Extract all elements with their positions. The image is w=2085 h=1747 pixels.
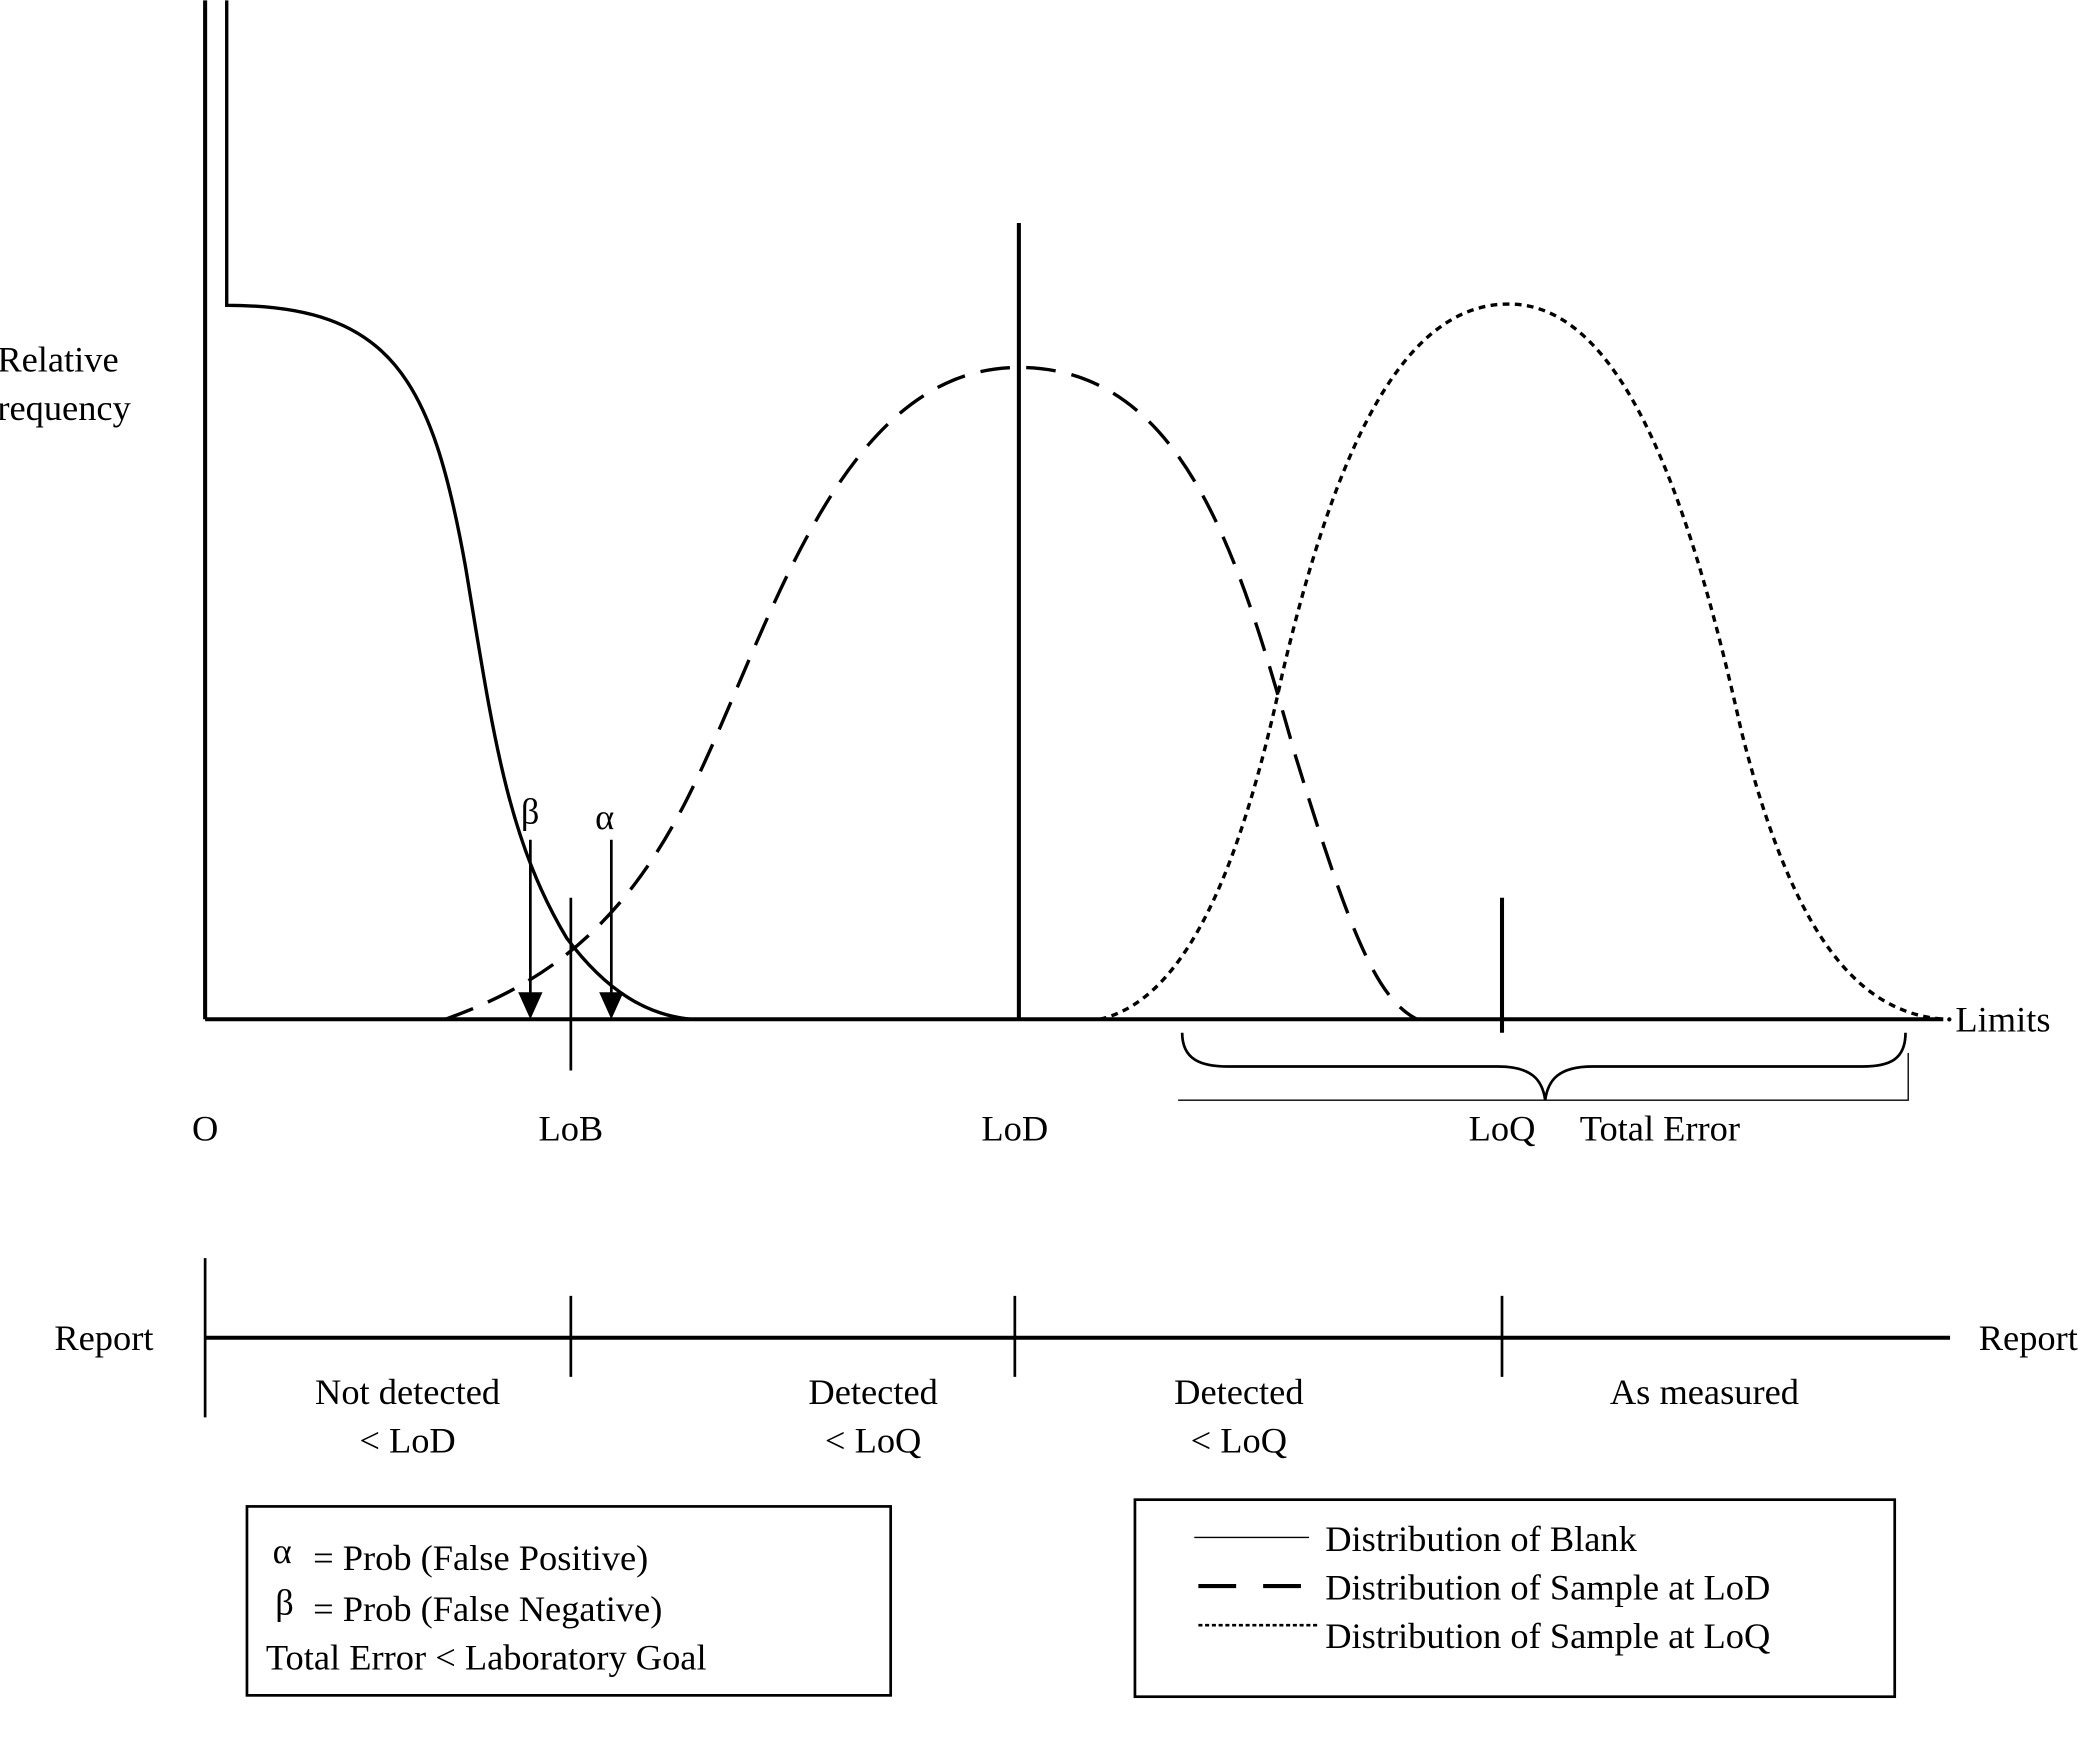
region-3-line1: Detected (1174, 1372, 1303, 1412)
lod-sample-distribution-curve (444, 365, 1418, 1021)
alpha-symbol: α (273, 1531, 292, 1571)
region-4-line1: As measured (1610, 1372, 1799, 1412)
lob-label: LoB (538, 1109, 603, 1149)
total-error-brace (1180, 1032, 1907, 1101)
beta-definition: = Prob (False Negative) (313, 1589, 662, 1629)
legend-label-loq: Distribution of Sample at LoQ (1325, 1616, 1770, 1656)
alpha-label: α (595, 797, 614, 837)
loq-sample-distribution-curve (1099, 302, 1944, 1021)
loq-label: LoQ (1469, 1109, 1536, 1149)
beta-symbol: β (275, 1582, 294, 1622)
origin-label: O (192, 1109, 218, 1149)
alpha-arrowhead (599, 992, 624, 1020)
definitions-box (245, 1505, 893, 1697)
report-right-label: Report (1979, 1318, 2078, 1358)
region-1-line2: < LoD (359, 1420, 455, 1460)
y-axis-label-1: Relative (0, 339, 119, 379)
goal-definition: Total Error < Laboratory Goal (266, 1638, 707, 1678)
total-error-bracket-line (1178, 1052, 1909, 1101)
total-error-label: Total Error (1580, 1109, 1740, 1149)
x-axis-end-label: ·Limits (1943, 999, 2050, 1039)
region-2-line1: Detected (808, 1372, 937, 1412)
blank-distribution-curve (225, 0, 692, 1021)
beta-arrowhead (518, 992, 543, 1020)
beta-label: β (521, 792, 540, 832)
region-2-line2: < LoQ (825, 1420, 921, 1460)
region-3-line2: < LoQ (1191, 1420, 1287, 1460)
y-axis-label-2: requency (0, 388, 132, 428)
legend-box (1133, 1498, 1897, 1699)
report-left-label: Report (54, 1318, 153, 1358)
lod-label: LoD (981, 1109, 1048, 1149)
legend-label-lod: Distribution of Sample at LoD (1325, 1568, 1770, 1608)
legend-label-blank: Distribution of Blank (1325, 1519, 1637, 1559)
alpha-definition: = Prob (False Positive) (313, 1538, 648, 1578)
region-1-line1: Not detected (315, 1372, 500, 1412)
